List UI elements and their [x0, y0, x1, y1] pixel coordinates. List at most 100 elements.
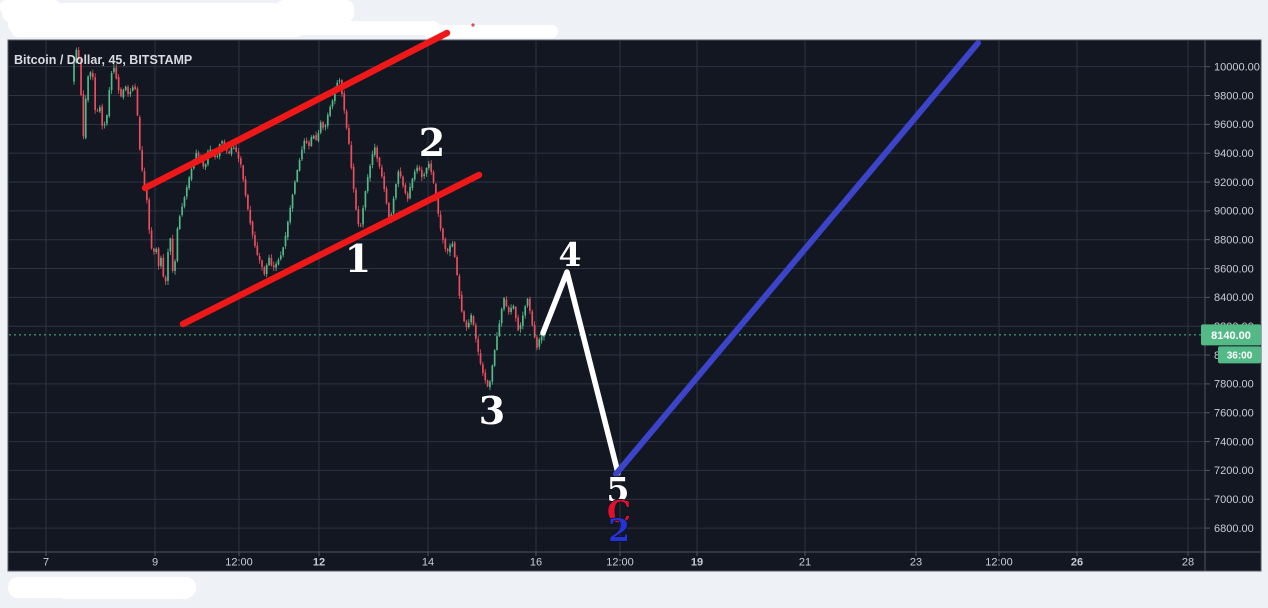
candle-body [77, 50, 80, 60]
price-axis[interactable]: 10000.00 9800.00 9600.00 9400.00 9200.00 9000… [1205, 61, 1260, 535]
candle-body [479, 353, 482, 364]
candle-body [80, 59, 82, 95]
projection-trend-line[interactable] [613, 40, 981, 477]
candle-body [296, 169, 299, 182]
candle-body [176, 228, 179, 261]
candle-body [326, 114, 329, 126]
candle-body [451, 243, 454, 247]
wave-label-2[interactable]: 2 [418, 119, 446, 166]
candle-body [75, 49, 78, 63]
price-axis-label: 7600.00 [1214, 408, 1254, 420]
candle-body [373, 147, 376, 155]
candle-body [458, 275, 461, 296]
time-axis-label: 12:00 [985, 557, 1013, 569]
whiteout-scribbles [0, 0, 558, 599]
candle-body [369, 165, 371, 178]
candle-body [444, 238, 447, 249]
price-axis-label: 9800.00 [1214, 90, 1254, 102]
candle-body [122, 89, 125, 98]
symbol-title[interactable]: Bitcoin / Dollar, 45, BITSTAMP [14, 53, 192, 67]
wave-label-4[interactable]: 4 [558, 234, 583, 275]
candlestick-series [73, 46, 545, 391]
candle-body [228, 151, 230, 154]
candle-body [526, 298, 529, 306]
candle-body [263, 267, 266, 275]
candle-body [94, 77, 96, 111]
candle-body [442, 228, 444, 240]
lower-channel-line[interactable] [179, 171, 483, 328]
candle-body [268, 257, 270, 266]
candle-body [460, 294, 463, 312]
candle-body [169, 238, 172, 252]
candle-body [242, 165, 245, 180]
candle-body [195, 153, 198, 160]
candle-body [395, 184, 397, 198]
time-axis[interactable]: 7 9 12:00 12 14 16 12:00 19 21 23 12:00 26 28 [43, 552, 1194, 569]
candle-body [129, 91, 132, 95]
candle-body [230, 148, 233, 155]
candle-body [334, 89, 336, 101]
candle-body [167, 252, 169, 281]
candle-body [96, 110, 99, 112]
candle-body [435, 183, 437, 199]
price-axis-label: 7200.00 [1214, 465, 1254, 477]
candle-body [146, 184, 148, 201]
wave-label-c[interactable]: C [606, 494, 631, 531]
candle-body [197, 152, 200, 157]
candle-body [291, 194, 294, 209]
candle-body [124, 86, 127, 91]
candle-body [489, 381, 491, 388]
wave-label-3[interactable]: 3 [478, 387, 506, 434]
candle-body [381, 167, 383, 177]
candle-body [409, 187, 411, 199]
candle-body [355, 189, 357, 210]
candle-body [329, 106, 331, 116]
candle-body [82, 94, 85, 137]
candle-body [131, 87, 134, 91]
drawing-overlays[interactable] [141, 29, 981, 477]
bar-countdown-badge [1218, 346, 1261, 364]
candle-body [404, 184, 407, 194]
time-axis-label: 12 [313, 557, 325, 569]
candle-body [247, 195, 249, 210]
candle-body [127, 87, 129, 95]
wave-label-5[interactable]: 5 [606, 469, 631, 510]
upper-channel-line[interactable] [141, 29, 451, 192]
bar-countdown-text: 36:00 [1227, 351, 1253, 362]
candle-body [406, 193, 409, 200]
wave-label-1[interactable]: 1 [344, 235, 372, 282]
candle-body [477, 339, 480, 352]
price-axis-label: 7400.00 [1214, 436, 1254, 448]
candle-body [251, 221, 254, 235]
price-axis-label: 9000.00 [1214, 206, 1254, 218]
candle-body [174, 261, 176, 271]
elliott-wave-labels[interactable]: 21435C2 [344, 119, 632, 550]
candle-body [345, 111, 348, 128]
time-axis-label: 21 [799, 557, 811, 569]
candle-body [338, 80, 341, 82]
candle-body [399, 171, 402, 177]
candle-body [432, 172, 435, 183]
wave-4-5-line[interactable] [540, 269, 621, 476]
candle-body [449, 245, 451, 253]
candle-body [357, 209, 360, 225]
candle-body [402, 176, 404, 186]
candle-body [324, 125, 327, 127]
wave-label-2[interactable]: 2 [607, 512, 630, 550]
red-speck [471, 23, 475, 27]
candle-body [491, 365, 494, 382]
candle-body [143, 171, 146, 187]
candle-body [505, 299, 508, 307]
candle-body [113, 67, 115, 73]
chart-plot-area[interactable] [9, 41, 1204, 552]
whiteout-scribble [12, 26, 302, 37]
candle-body [392, 198, 395, 214]
candle-body [482, 364, 484, 374]
candle-body [110, 73, 113, 91]
time-axis-label: 7 [43, 557, 49, 569]
candle-body [188, 177, 190, 189]
candle-body [275, 263, 277, 268]
time-axis-label: 9 [152, 557, 158, 569]
candle-body [366, 177, 369, 192]
